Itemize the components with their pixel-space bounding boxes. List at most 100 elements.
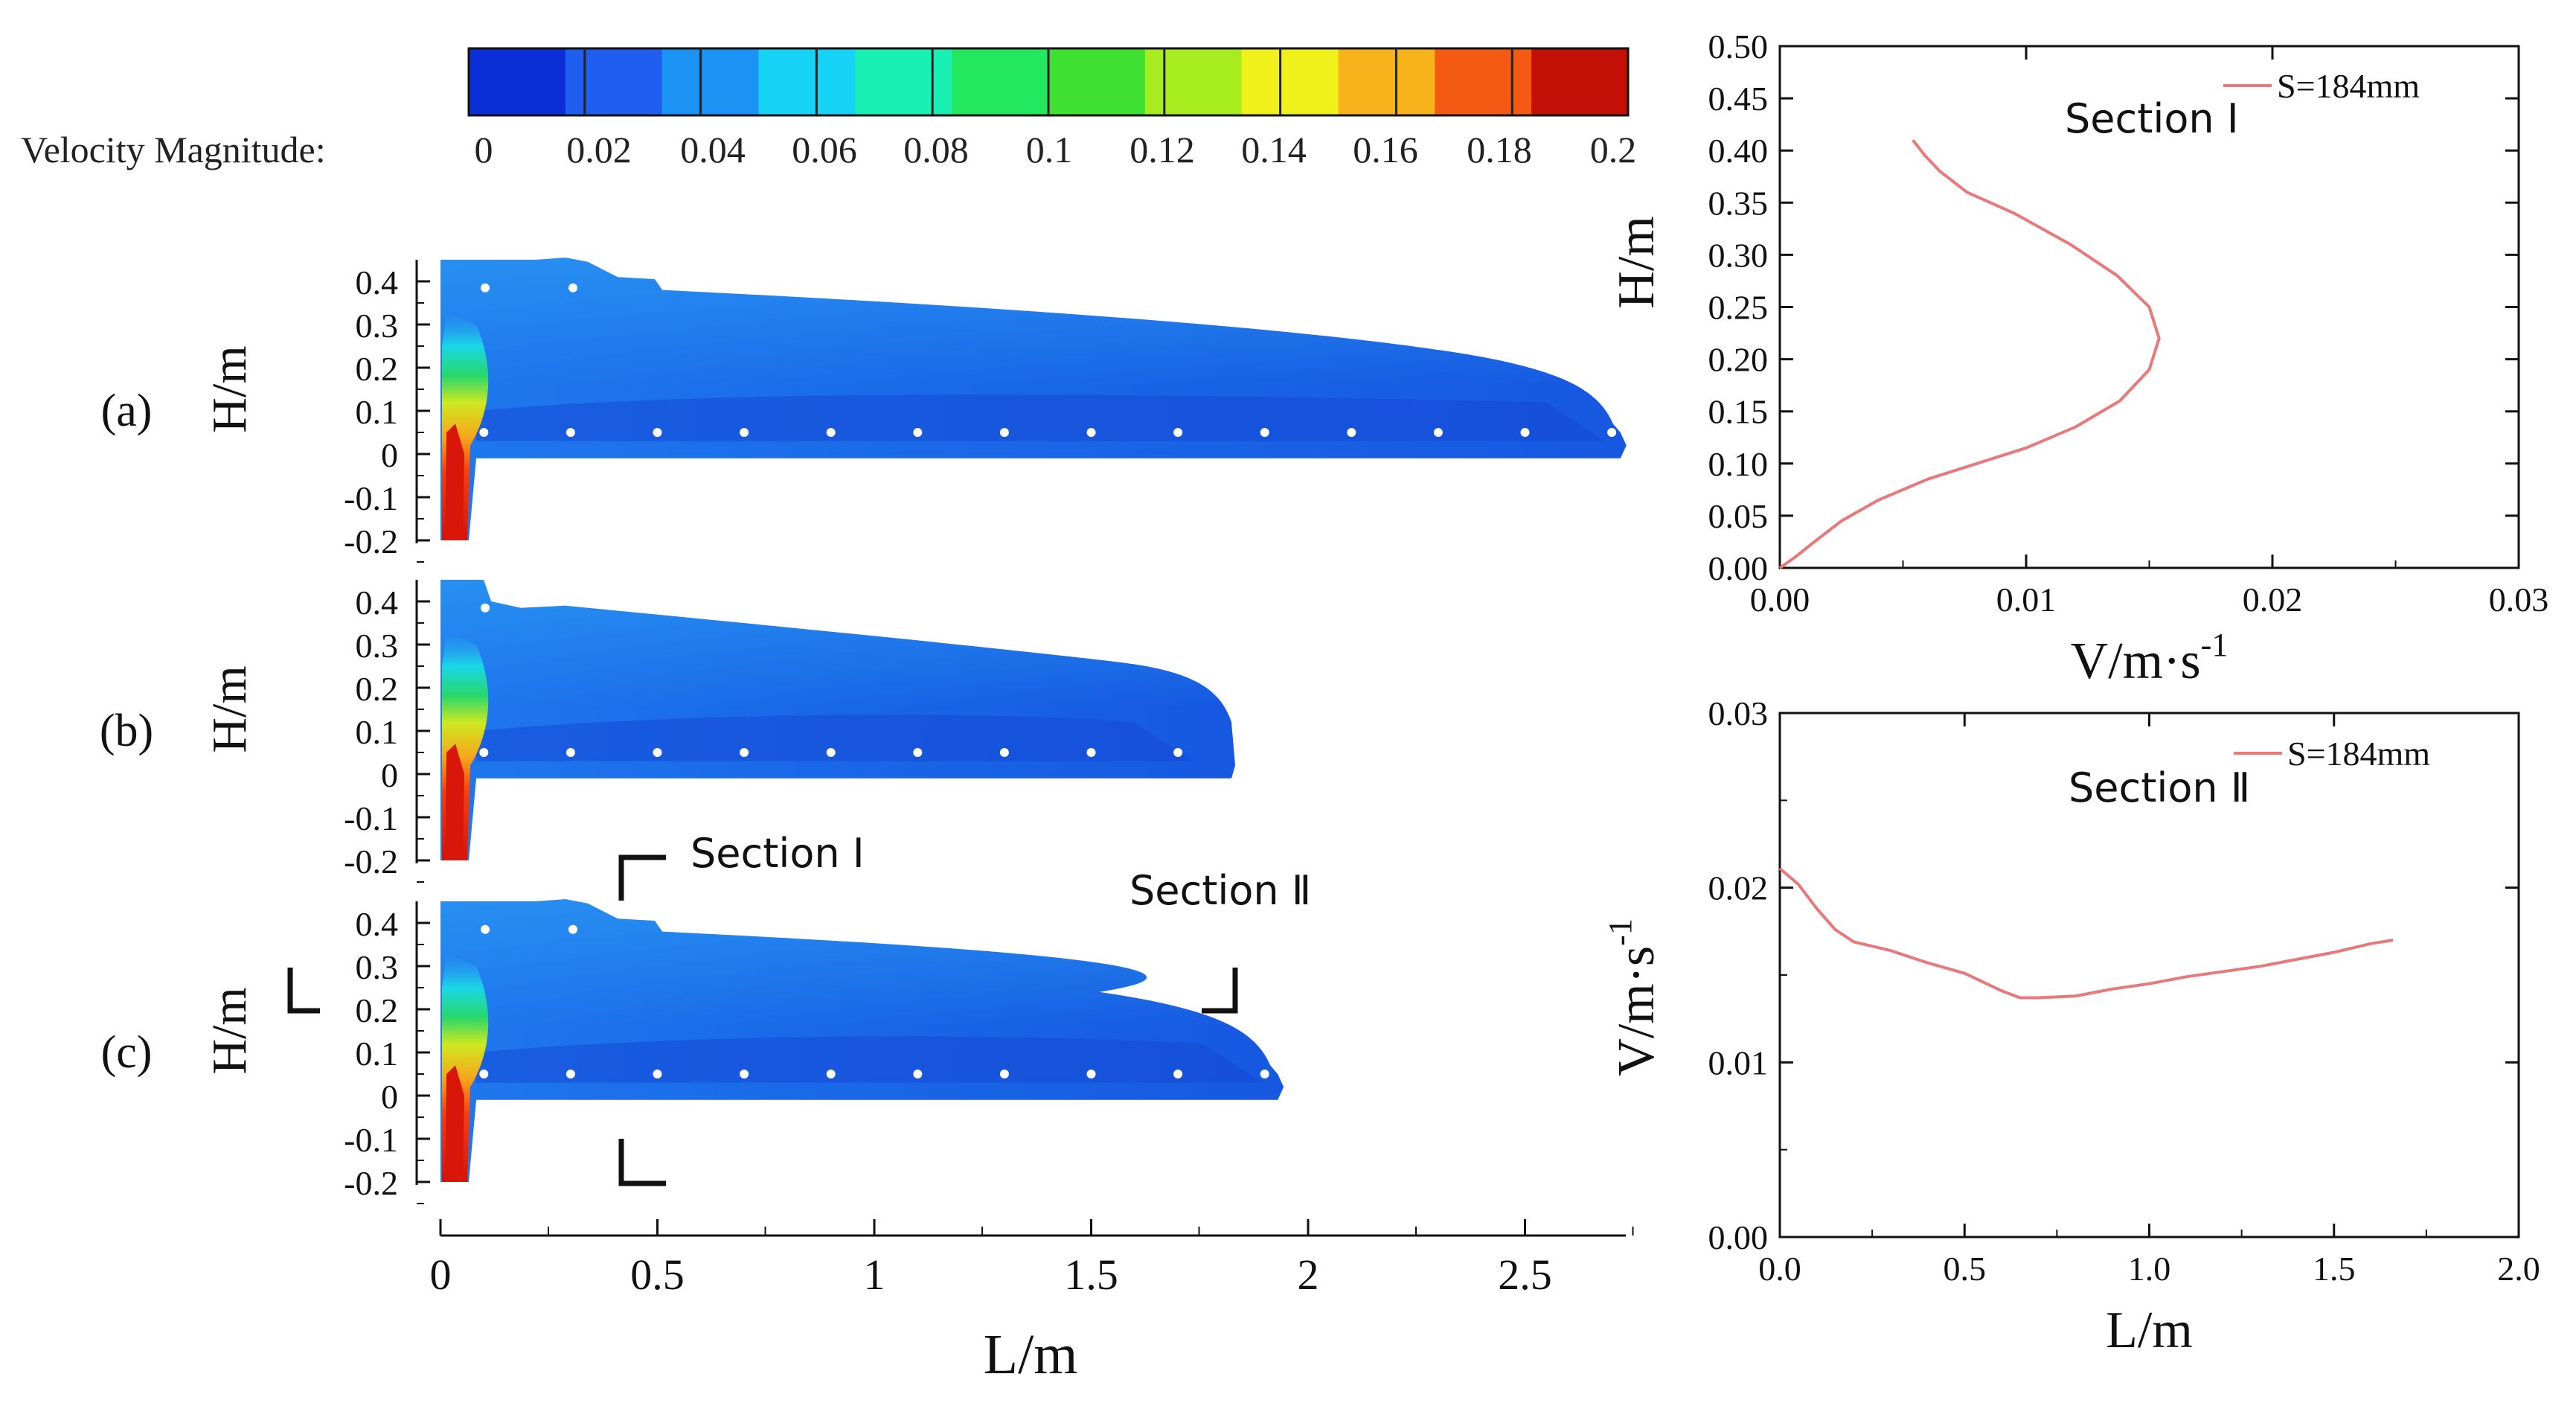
panel-ytick-label: -0.1 bbox=[344, 799, 398, 837]
panel-ytick-label: 0.4 bbox=[356, 905, 399, 943]
legend-label: S=184mm bbox=[2287, 735, 2430, 773]
probe-point bbox=[565, 428, 575, 437]
colorbar-tick-label: 0.1 bbox=[1026, 129, 1073, 170]
ytick-label: 0.00 bbox=[1708, 549, 1769, 587]
xtick-label: 0.03 bbox=[2489, 581, 2549, 619]
panel-ytick-label: 0.1 bbox=[356, 1035, 399, 1073]
panel-ytick-label: 0.2 bbox=[356, 350, 399, 388]
xtick-label: 0.5 bbox=[1944, 1250, 1987, 1288]
panel-ytick-label: 0 bbox=[381, 1078, 398, 1116]
colorbar-tick-label: 0.16 bbox=[1353, 129, 1418, 170]
contour-panel: (c) H/m 0.4 0.3 0.2 0.1 0 -0.1 -0.2 bbox=[101, 899, 1284, 1204]
panel-ytick-label: 0.3 bbox=[356, 948, 399, 986]
probe-point bbox=[1086, 428, 1096, 437]
velocity-field-core bbox=[476, 1036, 1263, 1083]
probe-point bbox=[565, 1070, 575, 1078]
inlet-jet-core bbox=[445, 744, 464, 860]
probe-point bbox=[999, 748, 1009, 757]
inlet-jet-core bbox=[445, 424, 464, 540]
probe-point bbox=[481, 283, 490, 293]
colorbar-tick-label: 0.2 bbox=[1590, 129, 1637, 170]
colorbar-band bbox=[565, 48, 663, 115]
panel-ytick-label: 0.2 bbox=[356, 670, 399, 708]
colorbar-tick-label: 0.18 bbox=[1467, 129, 1532, 170]
panel-ytick-label: -0.2 bbox=[344, 522, 398, 560]
probe-point bbox=[999, 428, 1009, 437]
section2-chart: 0.0 0.5 1.0 1.5 2.0 0.00 0.01 0.02 0.03 S=184mm Se… bbox=[1602, 694, 2540, 1359]
panel-ytick-label: -0.2 bbox=[344, 843, 398, 881]
colorbar-band bbox=[855, 48, 953, 115]
probe-point bbox=[1607, 428, 1617, 437]
colorbar bbox=[467, 47, 1630, 117]
panel-yaxis-title: H/m bbox=[202, 345, 257, 432]
colorbar-tick-label: 0.04 bbox=[680, 129, 746, 170]
colorbar-band bbox=[952, 48, 1049, 115]
probe-point bbox=[1173, 1070, 1183, 1078]
probe-point bbox=[1173, 428, 1183, 437]
xaxis-title: L/m bbox=[2106, 1302, 2193, 1359]
xtick-label: 1.0 bbox=[2128, 1250, 2171, 1288]
probe-point bbox=[740, 1070, 749, 1078]
contour-xtick-label: 2 bbox=[1298, 1250, 1319, 1299]
probe-point bbox=[913, 428, 923, 437]
probe-point bbox=[481, 603, 490, 613]
panel-ytick-label: -0.1 bbox=[344, 479, 398, 517]
ytick-label: 0.50 bbox=[1708, 28, 1769, 65]
colorbar-band bbox=[1531, 48, 1629, 115]
ytick-label: 0.30 bbox=[1708, 236, 1769, 274]
probe-point bbox=[740, 428, 749, 437]
ytick-label: 0.03 bbox=[1708, 694, 1769, 732]
panel-label: (b) bbox=[100, 706, 153, 756]
xaxis-title: V/m·s-1 bbox=[2071, 627, 2229, 690]
colorbar-tick-label: 0.14 bbox=[1241, 129, 1307, 170]
panel-yaxis-title: H/m bbox=[202, 987, 257, 1074]
probe-point bbox=[568, 283, 577, 293]
colorbar-tick-labels: 0 0.02 0.04 0.06 0.08 0.1 0.12 0.14 0.16 0.18 0.2 bbox=[475, 129, 1637, 170]
probe-point bbox=[1347, 428, 1356, 437]
panel-ytick-label: 0 bbox=[381, 436, 398, 474]
yaxis-title: V/m·s-1 bbox=[1602, 918, 1665, 1076]
panel-ytick-label: 0.1 bbox=[356, 713, 399, 751]
probe-point bbox=[826, 1070, 836, 1078]
section1-chart: 0.00 0.01 0.02 0.03 0.00 0.05 0.10 0.15 0.20 0.25… bbox=[1608, 28, 2548, 690]
section-2-marker bbox=[287, 968, 1238, 1014]
colorbar-tick-label: 0.12 bbox=[1130, 129, 1195, 170]
ytick-label: 0.00 bbox=[1708, 1218, 1769, 1256]
panel-yaxis-title: H/m bbox=[202, 665, 257, 752]
legend-label: S=184mm bbox=[2277, 67, 2420, 105]
ytick-label: 0.35 bbox=[1708, 184, 1769, 222]
probe-point bbox=[826, 428, 836, 437]
probe-point bbox=[1173, 748, 1183, 757]
section-2-label: Section Ⅱ bbox=[1130, 867, 1311, 914]
velocity-field-core bbox=[476, 394, 1606, 441]
ytick-label: 0.05 bbox=[1708, 497, 1769, 535]
xtick-label: 0.00 bbox=[1750, 581, 1810, 619]
probe-point bbox=[479, 748, 489, 757]
probe-point bbox=[479, 1070, 489, 1078]
colorbar-tick-label: 0.08 bbox=[903, 129, 969, 170]
panel-ytick-label: -0.2 bbox=[344, 1164, 398, 1202]
colorbar-band bbox=[1241, 48, 1339, 115]
probe-point bbox=[826, 748, 836, 757]
contour-xtick-label: 1.5 bbox=[1064, 1250, 1118, 1299]
colorbar-tick-label: 0.06 bbox=[792, 129, 857, 170]
probe-point bbox=[1260, 428, 1269, 437]
panel-label: (c) bbox=[101, 1027, 153, 1078]
series-line bbox=[1778, 867, 2394, 1000]
xtick-label: 0.0 bbox=[1758, 1250, 1801, 1288]
panel-ytick-label: 0.1 bbox=[356, 393, 399, 431]
xtick-label: 1.5 bbox=[2313, 1250, 2356, 1288]
probe-point bbox=[1520, 428, 1530, 437]
plot-title: Section Ⅱ bbox=[2069, 764, 2250, 811]
contour-xtick-label: 0 bbox=[430, 1250, 452, 1299]
colorbar-label: Velocity Magnitude: bbox=[21, 129, 326, 170]
contour-panel: (b) H/m 0.4 0.3 0.2 0.1 0 -0.1 -0.2 bbox=[100, 580, 1235, 883]
panel-ytick-label: 0.4 bbox=[356, 584, 399, 621]
colorbar-tick-label: 0.02 bbox=[566, 129, 632, 170]
probe-point bbox=[913, 1070, 923, 1078]
series-line bbox=[1778, 138, 2161, 569]
probe-point bbox=[653, 428, 662, 437]
xtick-label: 2.0 bbox=[2497, 1250, 2540, 1288]
contour-xtick-label: 1 bbox=[864, 1250, 885, 1299]
